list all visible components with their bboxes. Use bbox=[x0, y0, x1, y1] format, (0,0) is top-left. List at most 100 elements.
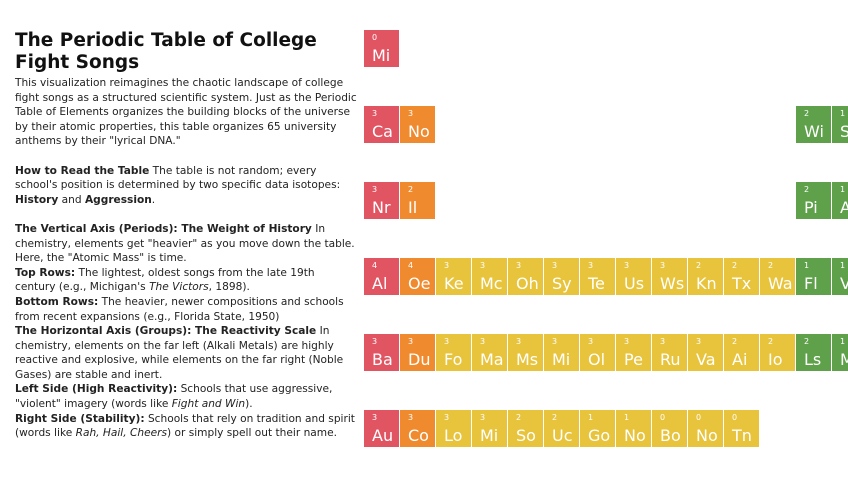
text-run: The Victors bbox=[149, 281, 209, 294]
tile-number: 2 bbox=[804, 337, 810, 346]
text-run: , 1898). bbox=[208, 281, 250, 294]
tile-symbol: Oh bbox=[516, 274, 539, 293]
element-tile: 2 Wa bbox=[760, 258, 795, 295]
tile-symbol: Ol bbox=[588, 350, 606, 369]
paragraph: Left Side (High Reactivity): Schools tha… bbox=[15, 382, 357, 411]
tile-symbol: Al bbox=[372, 274, 388, 293]
text-run: History bbox=[15, 193, 59, 206]
tile-number: 0 bbox=[660, 413, 666, 422]
tile-number: 3 bbox=[660, 337, 666, 346]
element-tile: 3 Nr bbox=[364, 182, 399, 219]
element-tile: 3 Mi bbox=[544, 334, 579, 371]
tile-symbol: Mi bbox=[480, 426, 499, 445]
text-run: Left Side (High Reactivity): bbox=[15, 383, 178, 396]
tile-number: 2 bbox=[768, 337, 774, 346]
tile-symbol: Mi bbox=[552, 350, 571, 369]
text-run: How to Read the Table bbox=[15, 164, 150, 177]
tile-number: 3 bbox=[444, 413, 450, 422]
paragraph: The Horizontal Axis (Groups): The Reacti… bbox=[15, 324, 357, 382]
tile-number: 2 bbox=[552, 413, 558, 422]
element-tile: 3 Ma bbox=[472, 334, 507, 371]
tile-symbol: Il bbox=[408, 198, 418, 217]
tile-number: 1 bbox=[840, 261, 846, 270]
element-tile: 3 Fo bbox=[436, 334, 471, 371]
tile-number: 2 bbox=[516, 413, 522, 422]
paragraph: Bottom Rows: The heavier, newer composit… bbox=[15, 295, 357, 324]
tile-number: 3 bbox=[372, 185, 378, 194]
text-run: Schools that rely on tradition and spiri… bbox=[15, 412, 355, 440]
tile-number: 2 bbox=[408, 185, 414, 194]
tile-number: 3 bbox=[588, 261, 594, 270]
tile-symbol: Lo bbox=[444, 426, 463, 445]
element-tile: 3 Mi bbox=[472, 410, 507, 447]
tile-number: 3 bbox=[408, 413, 414, 422]
tile-symbol: Ws bbox=[660, 274, 685, 293]
tile-number: 3 bbox=[444, 261, 450, 270]
tile-symbol: Oe bbox=[408, 274, 431, 293]
tile-number: 3 bbox=[480, 413, 486, 422]
tile-symbol: Ru bbox=[660, 350, 681, 369]
tile-symbol: Mc bbox=[480, 274, 503, 293]
element-tile: 3 Va bbox=[688, 334, 723, 371]
tile-number: 3 bbox=[624, 261, 630, 270]
tile-number: 3 bbox=[588, 337, 594, 346]
element-tile: 2 So bbox=[508, 410, 543, 447]
tile-number: 3 bbox=[660, 261, 666, 270]
element-tile: 1 Go bbox=[580, 410, 615, 447]
tile-number: 0 bbox=[732, 413, 738, 422]
element-tile: 1 Fl bbox=[796, 258, 831, 295]
element-tile: 2 Il bbox=[400, 182, 435, 219]
tile-symbol: No bbox=[408, 122, 430, 141]
tile-symbol: Fo bbox=[444, 350, 463, 369]
tile-number: 3 bbox=[696, 337, 702, 346]
tile-symbol: Co bbox=[408, 426, 429, 445]
tile-number: 3 bbox=[480, 261, 486, 270]
element-tile: 3 Du bbox=[400, 334, 435, 371]
paragraph: How to Read the Table The table is not r… bbox=[15, 164, 357, 208]
element-tile: 2 Io bbox=[760, 334, 795, 371]
element-tile: 2 Pi bbox=[796, 182, 831, 219]
element-tile: 3 Pe bbox=[616, 334, 651, 371]
text-run: Rah, Hail, Cheers bbox=[75, 427, 167, 440]
text-run: Schools that use aggressive, "violent" i… bbox=[15, 383, 333, 411]
tile-number: 3 bbox=[552, 337, 558, 346]
tile-symbol: Tx bbox=[732, 274, 752, 293]
paragraph: This visualization reimagines the chaoti… bbox=[15, 76, 357, 149]
tile-number: 4 bbox=[408, 261, 414, 270]
element-tile: 2 Kn bbox=[688, 258, 723, 295]
element-tile: 2 Ls bbox=[796, 334, 831, 371]
text-run: This visualization reimagines the chaoti… bbox=[15, 77, 357, 148]
tile-number: 1 bbox=[588, 413, 594, 422]
tile-number: 3 bbox=[408, 109, 414, 118]
tile-symbol: Ls bbox=[804, 350, 822, 369]
paragraphs: This visualization reimagines the chaoti… bbox=[15, 76, 357, 441]
tile-number: 0 bbox=[372, 33, 378, 42]
element-tile: 3 Ca bbox=[364, 106, 399, 143]
element-tile: 0 Tn bbox=[724, 410, 759, 447]
element-tile: 0 No bbox=[688, 410, 723, 447]
element-tile: 3 Mc bbox=[472, 258, 507, 295]
tile-symbol: Us bbox=[624, 274, 645, 293]
element-tile: 0 Bo bbox=[652, 410, 687, 447]
element-tile: 3 Au bbox=[364, 410, 399, 447]
element-tile: 3 Ms bbox=[508, 334, 543, 371]
tile-symbol: Va bbox=[696, 350, 716, 369]
tile-number: 4 bbox=[372, 261, 378, 270]
element-tile: 3 Ru bbox=[652, 334, 687, 371]
tile-number: 2 bbox=[696, 261, 702, 270]
element-tile: 4 Oe bbox=[400, 258, 435, 295]
text-run: The Horizontal Axis (Groups): The Reacti… bbox=[15, 325, 317, 338]
tile-symbol: Ms bbox=[516, 350, 539, 369]
text-run: The lightest, oldest songs from the late… bbox=[15, 266, 315, 294]
tile-number: 1 bbox=[804, 261, 810, 270]
tile-symbol: No bbox=[624, 426, 646, 445]
tile-number: 1 bbox=[840, 109, 846, 118]
tile-number: 3 bbox=[444, 337, 450, 346]
tile-number: 3 bbox=[372, 413, 378, 422]
tile-number: 2 bbox=[732, 261, 738, 270]
tile-symbol: Ai bbox=[732, 350, 748, 369]
